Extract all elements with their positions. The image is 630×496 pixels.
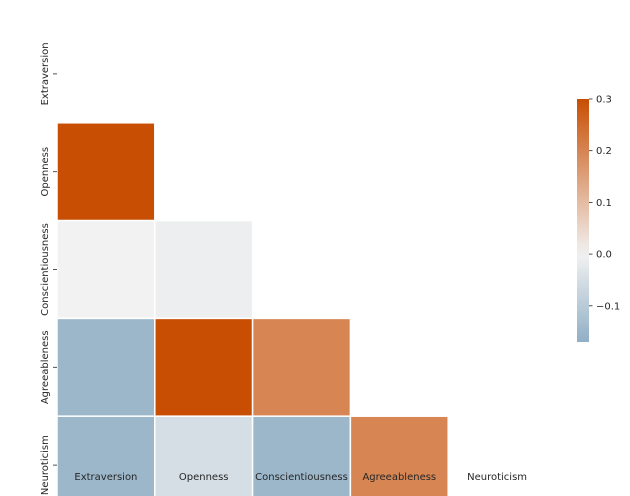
x-tick-label-agreeableness: Agreeableness [362,472,436,483]
heatmap-cell-neuroticism-extraversion [56,415,156,496]
heatmap-cell-neuroticism-openness [154,415,254,496]
x-tick-label-openness: Openness [179,472,229,483]
colorbar-tick-label: 0.1 [596,198,612,209]
y-tick-label-agreeableness: Agreeableness [40,330,51,404]
y-tick-label-extraversion: Extraversion [40,42,51,105]
colorbar-tick-label: 0.2 [596,146,612,157]
heatmap-cell-neuroticism-conscientiousness [251,415,352,496]
x-tick-label-extraversion: Extraversion [74,472,137,483]
heatmap-cell-agreeableness-conscientiousness [251,317,352,417]
x-tick-label-neuroticism: Neuroticism [467,472,527,483]
colorbar: 0.3 0.2 0.1 0.0 −0.1 [577,95,620,342]
y-axis: Extraversion Openness Conscientiousness Agr… [40,42,57,495]
heatmap-cell-neuroticism-agreeableness [349,415,449,496]
heatmap-cell-conscientiousness-openness [154,219,254,320]
heatmap-cell-conscientiousness-extraversion [56,219,156,320]
x-tick-label-conscientiousness: Conscientiousness [255,472,348,483]
heatmap-cells [56,122,449,496]
heatmap-cell-agreeableness-extraversion [56,317,156,417]
colorbar-tick-label: 0.0 [596,250,612,261]
heatmap-cell-openness-extraversion [56,122,156,222]
colorbar-tick-label: 0.3 [596,95,612,106]
heatmap-cell-agreeableness-openness [154,317,254,417]
colorbar-tick-label: −0.1 [596,301,620,312]
y-tick-label-openness: Openness [40,147,51,197]
y-tick-label-neuroticism: Neuroticism [40,435,51,495]
colorbar-gradient [577,99,589,342]
y-tick-label-conscientiousness: Conscientiousness [40,223,51,316]
x-axis: Extraversion Openness Conscientiousness Agr… [74,472,527,483]
